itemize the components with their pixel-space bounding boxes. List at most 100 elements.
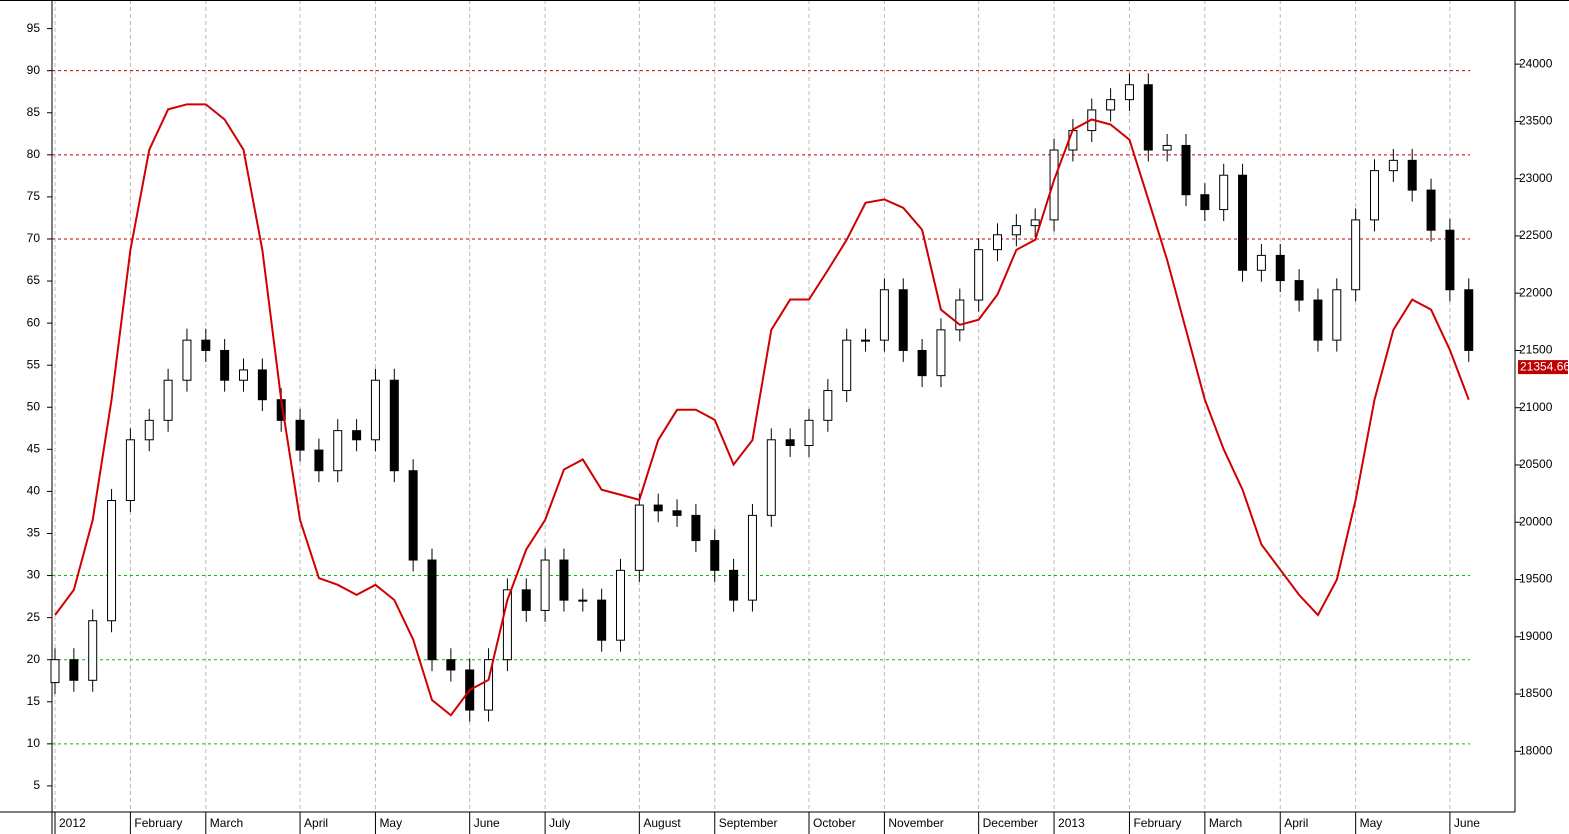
candle-body — [502, 589, 512, 661]
x-tick-label: September — [719, 816, 778, 830]
last-price-label: 21354.66 — [1520, 359, 1569, 373]
candle-body — [1445, 229, 1455, 291]
x-tick-label: June — [1454, 816, 1480, 830]
candle-body — [389, 379, 399, 472]
x-tick-label: October — [813, 816, 856, 830]
candle-body — [370, 379, 380, 441]
candle-body — [1332, 289, 1342, 341]
candle-body — [69, 659, 79, 681]
y-tick-label: 40 — [27, 484, 41, 498]
x-tick-label: March — [210, 816, 243, 830]
candle-body — [163, 379, 173, 421]
candle-body — [1219, 174, 1229, 211]
x-tick-label: July — [549, 816, 570, 830]
candle-body — [823, 390, 833, 421]
candle-body — [559, 559, 569, 601]
candle-body — [1464, 289, 1474, 351]
x-tick-label: June — [474, 816, 500, 830]
candle-body — [974, 249, 984, 301]
candle-body — [1407, 159, 1417, 191]
x-tick-label: March — [1209, 816, 1242, 830]
candle-body — [616, 569, 625, 641]
x-tick-label: April — [1284, 816, 1308, 830]
candle-body — [295, 419, 305, 451]
y-tick-label: 90 — [27, 63, 41, 77]
y2-tick-label: 20500 — [1519, 457, 1553, 471]
y-tick-label: 80 — [27, 147, 41, 161]
candle-body — [1313, 299, 1323, 341]
candle-body — [352, 430, 362, 441]
candle-body — [1370, 170, 1379, 221]
y-tick-label: 75 — [27, 189, 41, 203]
y2-tick-label: 19500 — [1519, 572, 1553, 586]
y2-tick-label: 18500 — [1519, 686, 1553, 700]
candle-body — [201, 339, 211, 351]
y2-tick-label: 20000 — [1519, 514, 1553, 528]
y-tick-label: 65 — [27, 273, 41, 287]
y-tick-label: 30 — [27, 568, 41, 582]
candle-body — [1068, 130, 1078, 151]
candle-body — [898, 289, 908, 351]
y-tick-label: 55 — [27, 357, 41, 371]
candle-body — [427, 559, 437, 661]
candle-body — [1124, 84, 1134, 101]
candle-body — [766, 439, 776, 516]
y-tick-label: 45 — [27, 442, 41, 456]
candle-body — [1426, 189, 1436, 231]
candle-body — [1162, 144, 1172, 151]
candle-body — [521, 589, 531, 611]
candle-body — [729, 569, 739, 601]
candle-body — [257, 369, 267, 401]
x-tick-label: February — [134, 816, 182, 830]
candle-body — [879, 289, 889, 341]
candle-body — [917, 349, 927, 377]
y2-tick-label: 23000 — [1519, 171, 1553, 185]
x-tick-label: May — [379, 816, 402, 830]
y2-tick-label: 22500 — [1519, 228, 1553, 242]
candle-body — [634, 504, 644, 571]
y-tick-label: 25 — [27, 610, 41, 624]
y-tick-label: 20 — [27, 652, 41, 666]
candle-body — [1181, 144, 1191, 196]
last-price-box — [1518, 360, 1568, 375]
y2-tick-label: 23500 — [1519, 114, 1553, 128]
candle-body — [1275, 254, 1285, 282]
x-tick-label: May — [1360, 816, 1383, 830]
x-tick-label: November — [888, 816, 943, 830]
candle-body — [1143, 84, 1153, 151]
candle-body — [785, 439, 795, 447]
candle-body — [691, 514, 701, 542]
y-tick-label: 5 — [33, 778, 40, 792]
candle-body — [653, 504, 663, 512]
x-tick-label: December — [983, 816, 1038, 830]
candle-body — [125, 439, 135, 501]
candle-body — [1256, 254, 1266, 271]
candle-body — [484, 659, 494, 711]
x-tick-label: August — [643, 816, 681, 830]
y2-tick-label: 21000 — [1519, 400, 1553, 414]
candle-body — [993, 234, 1002, 251]
candle-body — [936, 329, 946, 377]
candle-body — [804, 419, 814, 447]
candle-body — [672, 510, 682, 516]
candle-body — [1388, 159, 1398, 172]
x-tick-label: April — [304, 816, 328, 830]
candle-body — [314, 449, 324, 472]
oscillator-line — [54, 103, 1470, 717]
x-tick-label: 2013 — [1058, 816, 1085, 830]
candle-body — [842, 339, 852, 392]
candle-body — [144, 419, 154, 441]
candle-body — [861, 339, 871, 342]
y2-tick-label: 22000 — [1519, 285, 1553, 299]
candle-body — [333, 430, 343, 472]
candle-body — [107, 499, 117, 622]
candle-body — [220, 349, 230, 381]
candle-body — [710, 540, 720, 571]
candle-body — [1030, 219, 1040, 227]
candle-body — [88, 620, 98, 681]
candle-body — [182, 339, 192, 381]
candle-body — [1238, 174, 1248, 271]
